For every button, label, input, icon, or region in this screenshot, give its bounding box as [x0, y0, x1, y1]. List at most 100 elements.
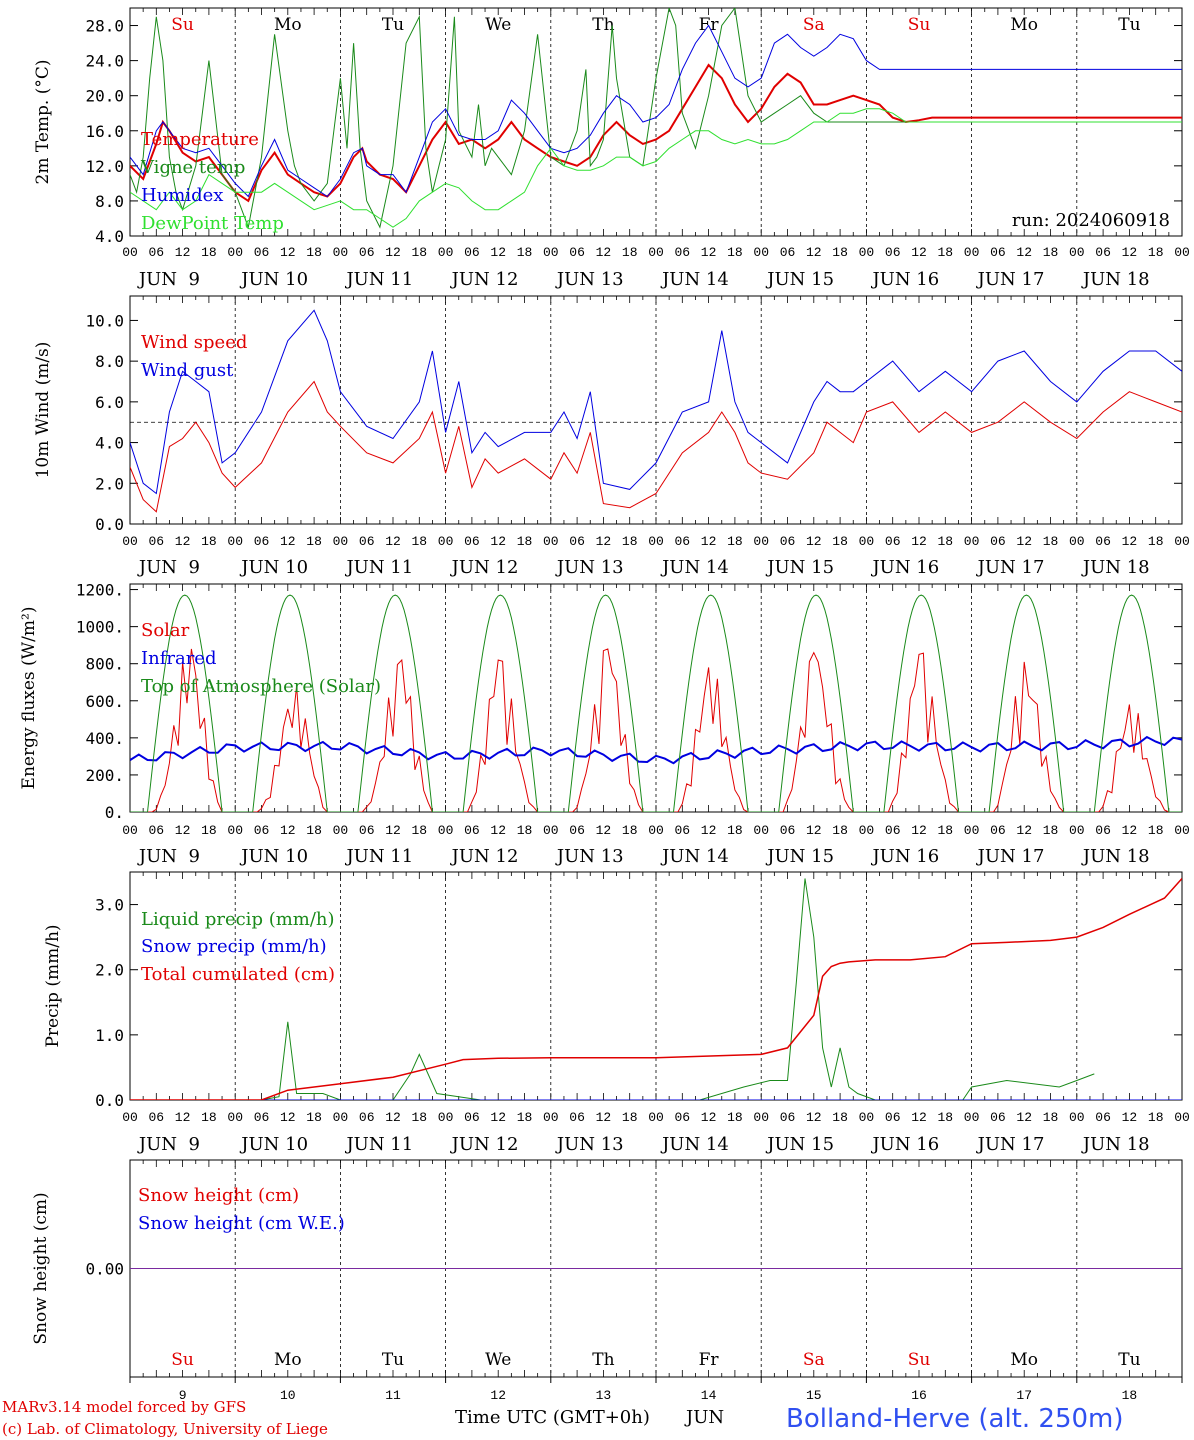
- hour-tick-label: 18: [622, 245, 638, 260]
- hour-tick-label: 18: [201, 1110, 217, 1125]
- hour-tick-label: 00: [1174, 823, 1190, 838]
- hour-tick-label: 00: [543, 245, 559, 260]
- weekday-label: Mo: [1010, 15, 1038, 35]
- panel-wind: 0.0 2.0 4.0 6.0 8.0 10.0 10m Wind (m/s) 00 06 12 1…: [33, 295, 1190, 578]
- hour-tick-label: 06: [1095, 1110, 1111, 1125]
- hour-tick-label: 00: [122, 245, 138, 260]
- date-label: JUN 17: [976, 557, 1045, 578]
- legend-entry: Infrared: [141, 648, 216, 669]
- hour-tick-label: 18: [306, 1110, 322, 1125]
- hour-tick-label: 18: [411, 823, 427, 838]
- hour-tick-label: 12: [701, 245, 717, 260]
- day-number: 10: [280, 1388, 296, 1403]
- series-line-wind-gust: [130, 309, 1182, 495]
- hour-tick-label: 00: [859, 534, 875, 549]
- day-number: 11: [385, 1388, 401, 1403]
- weekday-label: We: [485, 15, 511, 35]
- date-label: JUN 15: [765, 846, 834, 867]
- hour-tick-label: 06: [990, 245, 1006, 260]
- hour-tick-label: 18: [1043, 245, 1059, 260]
- hour-tick-label: 12: [1016, 534, 1032, 549]
- hour-tick-label: 18: [622, 1110, 638, 1125]
- hour-tick-label: 06: [254, 823, 270, 838]
- y-tick-label: 800.: [85, 655, 124, 674]
- hour-tick-label: 18: [727, 534, 743, 549]
- hour-tick-label: 00: [1069, 534, 1085, 549]
- date-label: JUN 12: [450, 1134, 519, 1155]
- series-line-dewpoint-temp: [130, 108, 1182, 228]
- series-line-solar: [130, 648, 1182, 812]
- series-line-total-cumulated-cm-: [130, 878, 1182, 1100]
- hour-tick-label: 00: [227, 534, 243, 549]
- hour-tick-label: 12: [806, 823, 822, 838]
- weekday-label: Su: [908, 15, 931, 35]
- y-tick-label: 4.0: [95, 434, 124, 453]
- y-tick-label: 0.00: [85, 1260, 124, 1279]
- hour-tick-label: 12: [911, 1110, 927, 1125]
- hour-tick-label: 00: [648, 823, 664, 838]
- date-label: JUN 9: [137, 846, 200, 867]
- hour-tick-label: 06: [569, 534, 585, 549]
- hour-tick-label: 12: [175, 534, 191, 549]
- y-tick-label: 600.: [85, 692, 124, 711]
- hour-tick-label: 06: [885, 1110, 901, 1125]
- hour-tick-label: 00: [333, 823, 349, 838]
- hour-tick-label: 18: [622, 534, 638, 549]
- hour-tick-label: 18: [832, 534, 848, 549]
- hour-tick-label: 12: [175, 823, 191, 838]
- hour-tick-label: 00: [1069, 1110, 1085, 1125]
- station-label: Bolland-Herve (alt. 250m): [786, 1404, 1124, 1434]
- hour-tick-label: 06: [1095, 823, 1111, 838]
- legend-entry: Wind gust: [141, 360, 234, 381]
- hour-tick-label: 12: [1122, 823, 1138, 838]
- y-tick-label: 6.0: [95, 393, 124, 412]
- hour-tick-label: 00: [543, 1110, 559, 1125]
- hour-tick-label: 18: [201, 245, 217, 260]
- weekday-label: Su: [908, 1350, 931, 1370]
- y-tick-label: 0.0: [95, 1091, 124, 1110]
- hour-tick-label: 12: [490, 1110, 506, 1125]
- hour-tick-label: 06: [254, 534, 270, 549]
- date-label: JUN 13: [555, 557, 624, 578]
- run-label: run: 2024060918: [1012, 210, 1170, 231]
- y-tick-label: 12.0: [85, 157, 124, 176]
- hour-tick-label: 18: [517, 1110, 533, 1125]
- hour-tick-label: 18: [1148, 534, 1164, 549]
- hour-tick-label: 12: [1016, 245, 1032, 260]
- y-tick-label: 0.: [105, 803, 124, 822]
- hour-tick-label: 00: [543, 823, 559, 838]
- date-label: JUN 10: [239, 557, 308, 578]
- hour-tick-label: 12: [596, 1110, 612, 1125]
- hour-tick-label: 12: [490, 823, 506, 838]
- hour-tick-label: 12: [385, 245, 401, 260]
- hour-tick-label: 12: [806, 534, 822, 549]
- y-axis-label: Energy fluxes (W/m²): [19, 607, 39, 790]
- hour-tick-label: 06: [674, 534, 690, 549]
- hour-tick-label: 12: [911, 534, 927, 549]
- day-number: 17: [1016, 1388, 1032, 1403]
- series-line-wind-speed: [130, 380, 1182, 513]
- date-label: JUN 13: [555, 269, 624, 290]
- date-label: JUN 14: [660, 846, 729, 867]
- hour-tick-label: 06: [464, 534, 480, 549]
- hour-tick-label: 06: [148, 823, 164, 838]
- hour-tick-label: 12: [385, 823, 401, 838]
- hour-tick-label: 12: [280, 823, 296, 838]
- hour-tick-label: 06: [780, 245, 796, 260]
- hour-tick-label: 18: [306, 534, 322, 549]
- hour-tick-label: 00: [859, 823, 875, 838]
- weekday-label: Su: [171, 1350, 194, 1370]
- y-tick-label: 1.0: [95, 1026, 124, 1045]
- hour-tick-label: 18: [201, 823, 217, 838]
- legend-entry: Snow height (cm): [138, 1185, 299, 1206]
- series-line-liquid-precip-mm-h-: [130, 878, 1095, 1100]
- weekday-label: Mo: [274, 1350, 302, 1370]
- hour-tick-label: 12: [175, 245, 191, 260]
- hour-tick-label: 06: [569, 1110, 585, 1125]
- hour-tick-label: 18: [727, 245, 743, 260]
- day-number: 9: [179, 1388, 187, 1403]
- hour-tick-label: 12: [806, 1110, 822, 1125]
- date-label: JUN 15: [765, 269, 834, 290]
- date-label: JUN 13: [555, 1134, 624, 1155]
- hour-tick-label: 06: [464, 1110, 480, 1125]
